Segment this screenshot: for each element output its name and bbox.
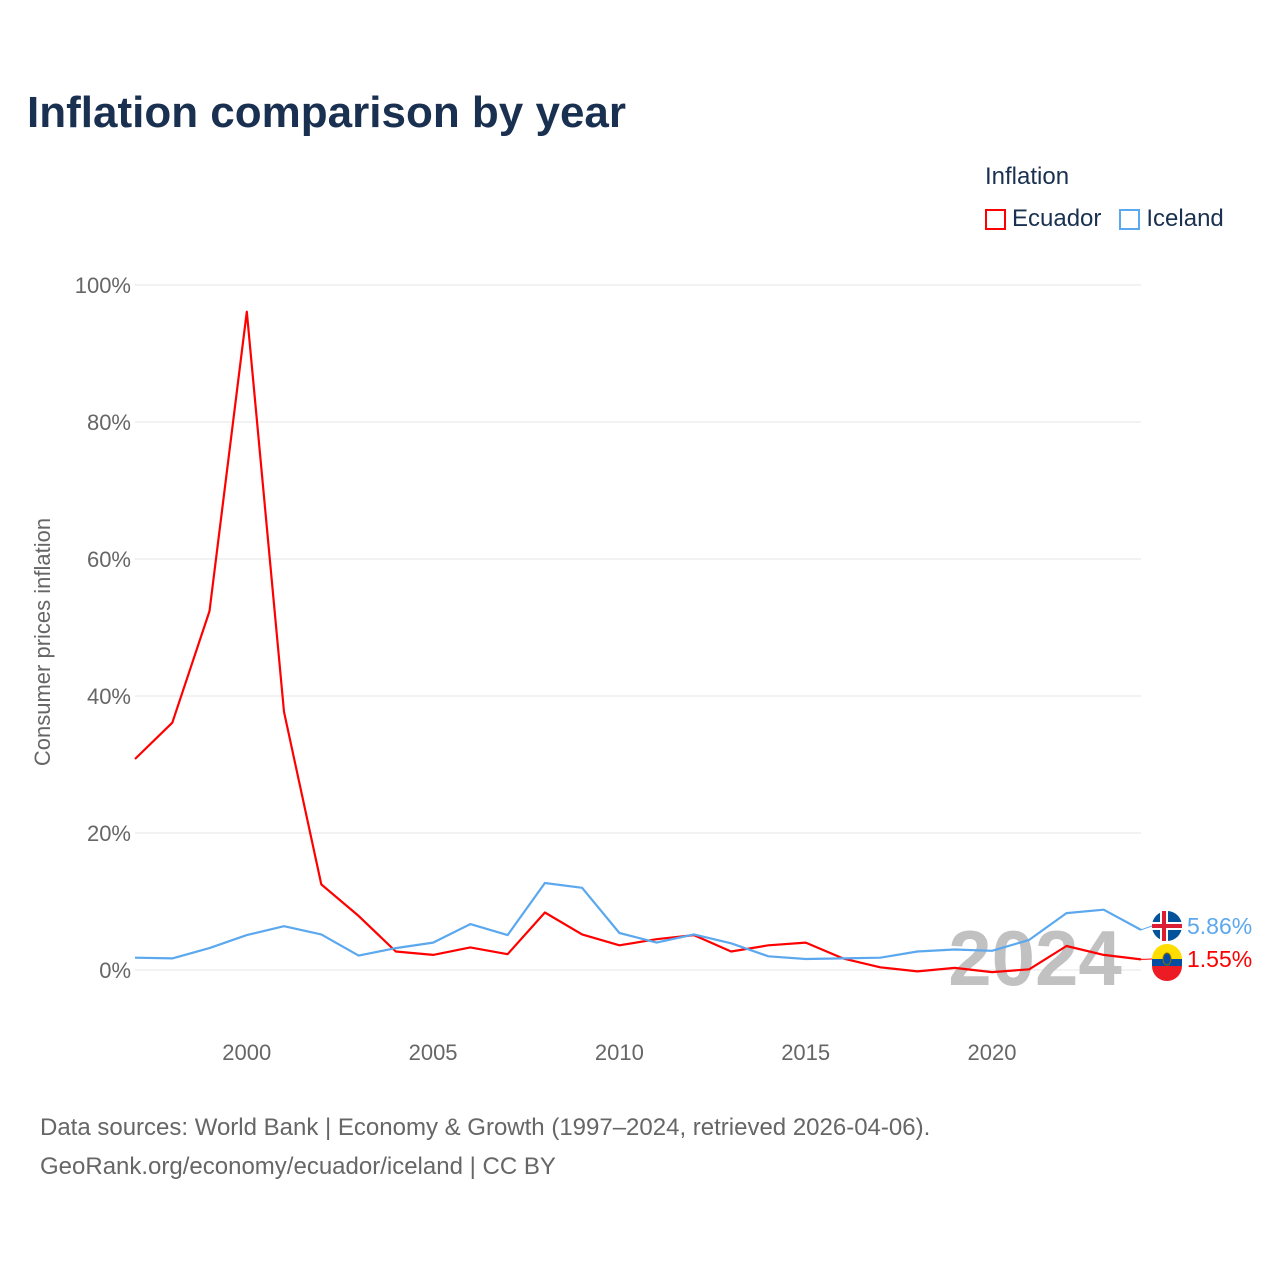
y-tick-label: 80% (87, 410, 131, 435)
x-tick-label: 2005 (409, 1040, 458, 1065)
end-value-label: 5.86% (1187, 913, 1252, 939)
y-tick-label: 100% (75, 273, 131, 298)
y-tick-label: 40% (87, 684, 131, 709)
series-line-iceland (134, 881, 1142, 961)
ecuador-flag-icon (1152, 944, 1182, 981)
year-watermark: 2024 (948, 914, 1122, 1002)
x-tick-label: 2000 (222, 1040, 271, 1065)
x-tick-label: 2015 (781, 1040, 830, 1065)
legend-label: Iceland (1146, 205, 1224, 232)
legend: Ecuador Iceland (985, 205, 1224, 233)
x-tick-label: 2010 (595, 1040, 644, 1065)
x-tick-label: 2020 (967, 1040, 1016, 1065)
iceland-flag-icon (1152, 911, 1182, 941)
legend-swatch-iceland (1119, 208, 1141, 230)
chart-title: Inflation comparison by year (27, 88, 627, 137)
source-note: Data sources: World Bank | Economy & Gro… (40, 1108, 930, 1186)
legend-label: Ecuador (1012, 205, 1102, 232)
legend-item-iceland[interactable]: Iceland (1119, 205, 1224, 233)
legend-title: Inflation (985, 163, 1070, 190)
series-line-ecuador (134, 310, 1142, 974)
y-tick-label: 60% (87, 547, 131, 572)
end-connector (1140, 925, 1153, 931)
source-line-2: GeoRank.org/economy/ecuador/iceland | CC… (40, 1153, 556, 1180)
y-axis-label: Consumer prices inflation (30, 518, 55, 766)
y-tick-label: 20% (87, 821, 131, 846)
source-line-1: Data sources: World Bank | Economy & Gro… (40, 1114, 931, 1141)
legend-item-ecuador[interactable]: Ecuador (985, 205, 1101, 233)
legend-swatch-ecuador (985, 208, 1006, 230)
end-value-label: 1.55% (1187, 946, 1252, 972)
y-tick-label: 0% (99, 958, 131, 983)
